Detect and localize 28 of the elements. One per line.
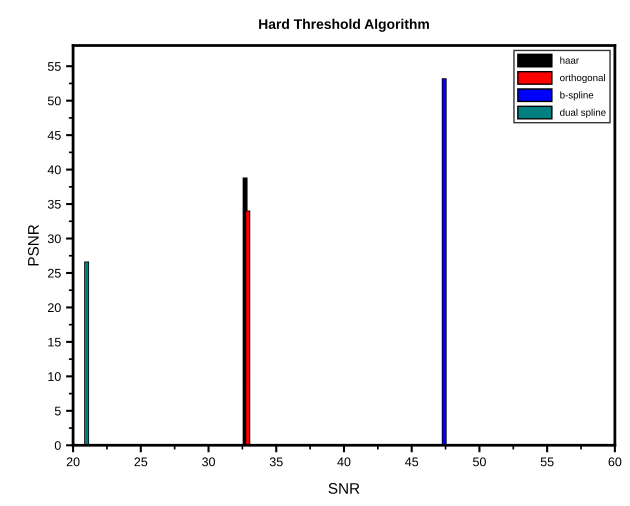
x-tick-label: 30 <box>202 457 215 466</box>
x-axis-title: SNR <box>328 483 360 494</box>
chart-title: Hard Threshold Algorithm <box>259 18 429 32</box>
x-tick-label: 45 <box>405 458 418 466</box>
y-tick-label: 10 <box>48 372 61 382</box>
y-tick-label: 55 <box>48 62 61 71</box>
legend-label: b-spline <box>560 91 594 100</box>
y-tick-label: 40 <box>48 165 61 174</box>
x-tick-label: 40 <box>337 457 350 466</box>
y-tick-label: 0 <box>54 441 61 450</box>
legend-label: orthogonal <box>560 74 605 84</box>
y-tick-label: 50 <box>48 96 61 106</box>
legend-label: haar <box>560 56 579 64</box>
y-tick-label: 15 <box>48 338 61 347</box>
x-tick-label: 50 <box>472 457 486 466</box>
x-tick-label: 55 <box>540 458 554 466</box>
y-tick-label: 5 <box>54 406 61 416</box>
x-tick-label: 35 <box>270 457 283 466</box>
x-tick-label: 20 <box>66 457 80 466</box>
legend-label: dual spline <box>560 108 606 118</box>
y-tick-label: 20 <box>48 303 61 312</box>
y-tick-label: 45 <box>48 131 61 140</box>
y-tick-label: 30 <box>48 234 61 244</box>
x-tick-label: 60 <box>608 457 622 466</box>
y-tick-label: 35 <box>48 200 61 209</box>
x-tick-label: 25 <box>134 457 148 466</box>
y-tick-label: 25 <box>48 268 61 278</box>
y-axis-title: PSNR <box>28 224 39 266</box>
